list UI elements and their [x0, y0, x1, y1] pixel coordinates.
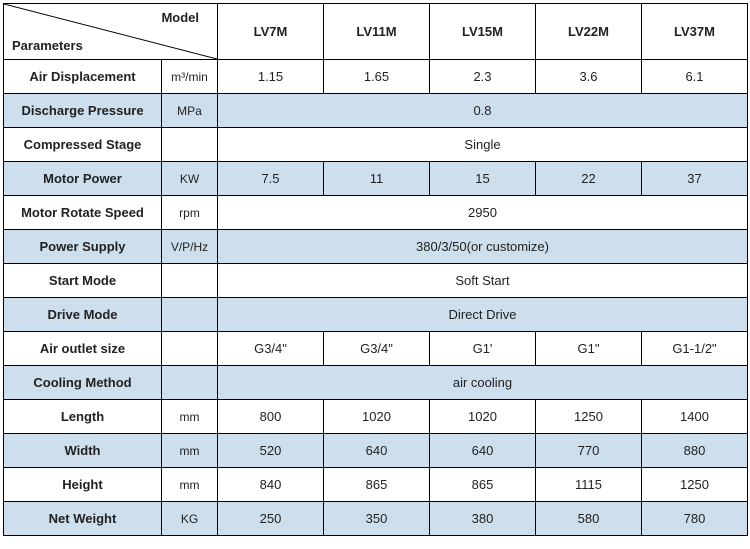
value-cell: 1250 — [642, 468, 748, 502]
param-label: Width — [4, 434, 162, 468]
table-row: Start Mode Soft Start — [4, 264, 748, 298]
value-cell: G3/4" — [218, 332, 324, 366]
value-cell: 800 — [218, 400, 324, 434]
value-cell: 1115 — [536, 468, 642, 502]
unit-cell — [162, 332, 218, 366]
param-label: Height — [4, 468, 162, 502]
value-cell-merged: Direct Drive — [218, 298, 748, 332]
table-row: Heightmm84086586511151250 — [4, 468, 748, 502]
unit-cell: KG — [162, 502, 218, 536]
param-label: Start Mode — [4, 264, 162, 298]
value-cell-merged: Single — [218, 128, 748, 162]
value-cell: G1-1/2" — [642, 332, 748, 366]
unit-cell — [162, 264, 218, 298]
value-cell-merged: 0.8 — [218, 94, 748, 128]
value-cell: 1250 — [536, 400, 642, 434]
table-row: Motor PowerKW7.511152237 — [4, 162, 748, 196]
value-cell: 580 — [536, 502, 642, 536]
unit-cell — [162, 366, 218, 400]
value-cell: 1020 — [430, 400, 536, 434]
spec-table: Model Parameters LV7M LV11M LV15M LV22M … — [3, 3, 748, 536]
table-row: Net WeightKG250350380580780 — [4, 502, 748, 536]
value-cell: G3/4" — [324, 332, 430, 366]
value-cell: 7.5 — [218, 162, 324, 196]
header-params-label: Parameters — [12, 38, 83, 53]
unit-cell: MPa — [162, 94, 218, 128]
table-row: Motor Rotate Speedrpm2950 — [4, 196, 748, 230]
param-label: Air outlet size — [4, 332, 162, 366]
value-cell: 1.65 — [324, 60, 430, 94]
param-label: Motor Power — [4, 162, 162, 196]
value-cell: 1020 — [324, 400, 430, 434]
value-cell: 380 — [430, 502, 536, 536]
param-label: Cooling Method — [4, 366, 162, 400]
header-model-label: Model — [161, 10, 199, 25]
table-row: Air Displacementm³/min1.151.652.33.66.1 — [4, 60, 748, 94]
unit-cell: V/P/Hz — [162, 230, 218, 264]
unit-cell — [162, 298, 218, 332]
value-cell-merged: Soft Start — [218, 264, 748, 298]
value-cell-merged: 380/3/50(or customize) — [218, 230, 748, 264]
model-col-2: LV15M — [430, 4, 536, 60]
param-label: Motor Rotate Speed — [4, 196, 162, 230]
param-label: Net Weight — [4, 502, 162, 536]
value-cell: 37 — [642, 162, 748, 196]
value-cell: 865 — [324, 468, 430, 502]
model-col-0: LV7M — [218, 4, 324, 60]
value-cell-merged: air cooling — [218, 366, 748, 400]
unit-cell: mm — [162, 400, 218, 434]
model-col-4: LV37M — [642, 4, 748, 60]
param-label: Compressed Stage — [4, 128, 162, 162]
unit-cell — [162, 128, 218, 162]
value-cell: 22 — [536, 162, 642, 196]
model-col-3: LV22M — [536, 4, 642, 60]
unit-cell: KW — [162, 162, 218, 196]
header-corner: Model Parameters — [4, 4, 218, 60]
value-cell: 780 — [642, 502, 748, 536]
unit-cell: mm — [162, 468, 218, 502]
value-cell: 520 — [218, 434, 324, 468]
param-label: Discharge Pressure — [4, 94, 162, 128]
value-cell: 840 — [218, 468, 324, 502]
value-cell-merged: 2950 — [218, 196, 748, 230]
param-label: Drive Mode — [4, 298, 162, 332]
table-row: Compressed Stage Single — [4, 128, 748, 162]
value-cell: 2.3 — [430, 60, 536, 94]
unit-cell: m³/min — [162, 60, 218, 94]
table-row: Cooling Method air cooling — [4, 366, 748, 400]
param-label: Air Displacement — [4, 60, 162, 94]
value-cell: 770 — [536, 434, 642, 468]
value-cell: 11 — [324, 162, 430, 196]
value-cell: 15 — [430, 162, 536, 196]
table-body: Air Displacementm³/min1.151.652.33.66.1D… — [4, 60, 748, 536]
value-cell: 3.6 — [536, 60, 642, 94]
value-cell: 1400 — [642, 400, 748, 434]
value-cell: 880 — [642, 434, 748, 468]
value-cell: 640 — [430, 434, 536, 468]
value-cell: G1" — [536, 332, 642, 366]
header-row: Model Parameters LV7M LV11M LV15M LV22M … — [4, 4, 748, 60]
unit-cell: rpm — [162, 196, 218, 230]
value-cell: 250 — [218, 502, 324, 536]
param-label: Power Supply — [4, 230, 162, 264]
model-col-1: LV11M — [324, 4, 430, 60]
value-cell: 350 — [324, 502, 430, 536]
unit-cell: mm — [162, 434, 218, 468]
table-row: Air outlet sizeG3/4"G3/4"G1'G1"G1-1/2" — [4, 332, 748, 366]
table-row: Widthmm520640640770880 — [4, 434, 748, 468]
table-row: Power SupplyV/P/Hz380/3/50(or customize) — [4, 230, 748, 264]
param-label: Length — [4, 400, 162, 434]
value-cell: 865 — [430, 468, 536, 502]
table-row: Discharge PressureMPa0.8 — [4, 94, 748, 128]
table-row: Lengthmm8001020102012501400 — [4, 400, 748, 434]
value-cell: 6.1 — [642, 60, 748, 94]
value-cell: 1.15 — [218, 60, 324, 94]
value-cell: 640 — [324, 434, 430, 468]
value-cell: G1' — [430, 332, 536, 366]
table-row: Drive Mode Direct Drive — [4, 298, 748, 332]
